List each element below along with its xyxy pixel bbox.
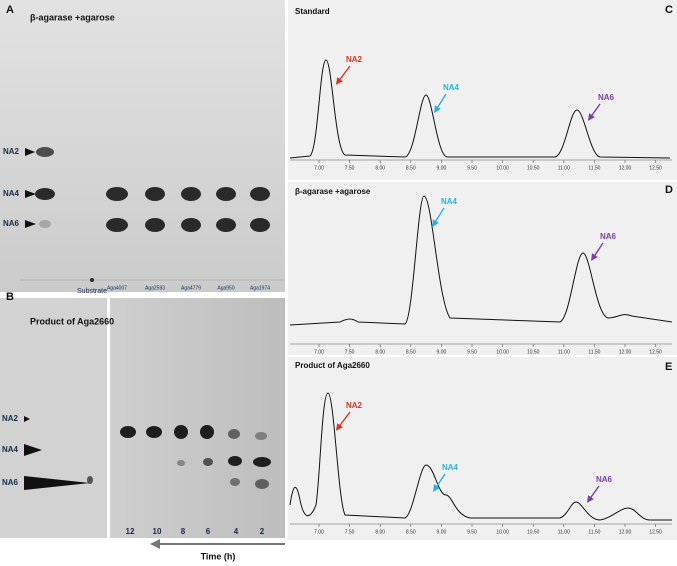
x-tick-label: 10.50: [527, 165, 540, 171]
x-tick-label: 7.50: [345, 165, 355, 171]
x-tick-label: 11.00: [558, 165, 570, 171]
marker-label: NA6: [2, 478, 19, 487]
x-tick-label: 11.00: [558, 349, 570, 355]
panel-label: D: [665, 184, 673, 196]
marker-label: NA6: [3, 219, 20, 228]
x-tick-label: 7.50: [345, 529, 355, 535]
lane-label: Aga2593: [145, 285, 165, 291]
chromatogram: [288, 0, 677, 180]
x-tick-label: 8.00: [375, 529, 385, 535]
lane-label: Substrate: [77, 288, 107, 295]
x-tick-label: 9.50: [467, 529, 477, 535]
peak-label: NA6: [598, 93, 615, 102]
markers: [24, 416, 90, 490]
x-tick-label: 10.00: [496, 349, 509, 355]
x-tick-label: 11.50: [588, 165, 600, 171]
x-tick-label: 12.50: [649, 165, 662, 171]
x-tick-label: 8.00: [375, 349, 385, 355]
peak-label: NA4: [443, 83, 460, 92]
panel-title: β-agarase +agarose: [30, 12, 115, 22]
markers: [25, 148, 36, 228]
x-tick-label: 9.50: [467, 349, 477, 355]
lane-label: 6: [206, 527, 211, 536]
trace: [289, 195, 673, 326]
chromatogram: [288, 182, 677, 355]
x-tick-label: 10.00: [496, 529, 509, 535]
x-tick-label: 11.00: [558, 529, 570, 535]
panel-title: Product of Aga2660: [295, 361, 370, 370]
peak-label: NA4: [442, 463, 459, 472]
chromatogram: [288, 357, 677, 540]
x-tick-label: 8.50: [406, 349, 416, 355]
x-tick-label: 12.50: [649, 529, 662, 535]
panel-label: C: [665, 4, 673, 16]
x-tick-label: 7.00: [314, 165, 324, 171]
peak-label: NA6: [600, 232, 617, 241]
trace: [289, 392, 672, 521]
panel-title: Product of Aga2660: [30, 316, 114, 326]
x-tick-label: 10.00: [496, 165, 509, 171]
tlc-plate: [0, 0, 285, 292]
panel-label: A: [6, 4, 14, 16]
x-tick-label: 9.00: [437, 349, 447, 355]
x-tick-label: 7.00: [314, 349, 324, 355]
panel-title: Standard: [295, 7, 330, 16]
marker-label: NA2: [2, 414, 19, 423]
x-tick-label: 10.50: [527, 349, 540, 355]
x-tick-label: 11.50: [588, 349, 600, 355]
tlc-plate: [110, 298, 285, 538]
x-tick-label: 7.00: [314, 529, 324, 535]
peak-arrows: [335, 65, 604, 503]
lane-label: 2: [260, 527, 265, 536]
peak-label: NA6: [596, 475, 613, 484]
x-tick-label: 12.00: [619, 349, 632, 355]
panel-label: B: [6, 291, 14, 303]
lane-label: Aga1974: [250, 285, 270, 291]
lane-label: 8: [181, 527, 186, 536]
panel-label: E: [665, 361, 672, 373]
tlc-plate: [0, 298, 107, 538]
x-tick-label: 9.00: [437, 165, 447, 171]
peak-label: NA2: [346, 55, 363, 64]
x-tick-label: 12.00: [619, 529, 632, 535]
lane-label: Aga950: [217, 285, 234, 291]
peak-label: NA2: [346, 401, 363, 410]
x-tick-label: 9.00: [437, 529, 447, 535]
lane-label: 4: [234, 527, 239, 536]
marker-label: NA2: [3, 147, 20, 156]
x-tick-label: 8.00: [375, 165, 385, 171]
lane-label: 12: [126, 527, 135, 536]
lane-label: Aga4779: [181, 285, 201, 291]
x-tick-label: 8.50: [406, 165, 416, 171]
spots: [35, 147, 270, 282]
spots: [87, 425, 271, 489]
marker-label: NA4: [3, 189, 20, 198]
x-tick-label: 12.50: [649, 349, 662, 355]
trace: [289, 59, 671, 159]
x-tick-label: 11.50: [588, 529, 600, 535]
x-tick-label: 12.00: [619, 165, 632, 171]
peak-label: NA4: [441, 197, 458, 206]
x-tick-label: 8.50: [406, 529, 416, 535]
panel-title: β-agarase +agarose: [295, 187, 371, 196]
marker-label: NA4: [2, 445, 19, 454]
axis-label: Time (h): [201, 551, 236, 561]
x-tick-label: 10.50: [527, 529, 540, 535]
lane-label: 10: [153, 527, 162, 536]
x-tick-label: 9.50: [467, 165, 477, 171]
lane-label: Aga4007: [107, 285, 127, 291]
x-tick-label: 7.50: [345, 349, 355, 355]
